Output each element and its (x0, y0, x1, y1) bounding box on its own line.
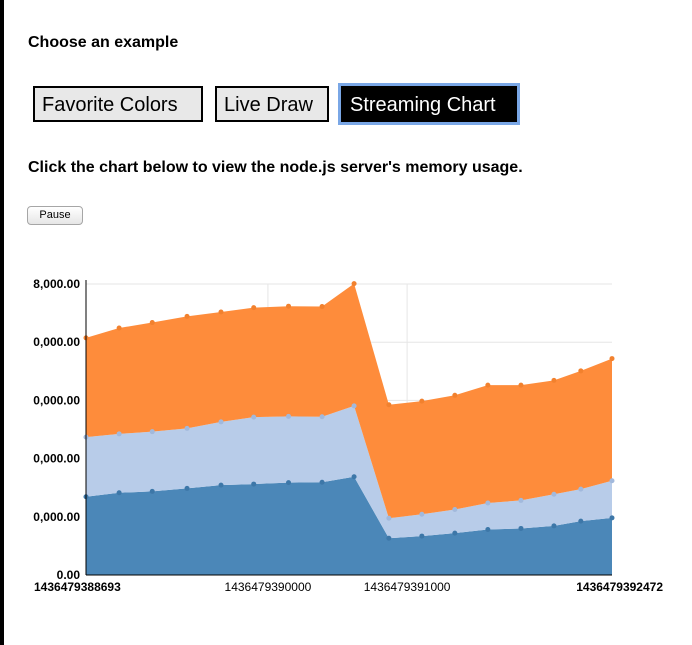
data-point (485, 527, 491, 533)
x-tick-label: 1436479392472 (576, 580, 663, 594)
instructions-text: Click the chart below to view the node.j… (28, 159, 523, 176)
data-point (319, 479, 325, 485)
data-point (149, 429, 155, 435)
data-point (351, 281, 357, 287)
data-point (286, 413, 292, 419)
data-point (116, 431, 122, 437)
data-point (386, 515, 392, 521)
data-point (452, 507, 458, 513)
data-point (184, 485, 190, 491)
data-point (518, 382, 524, 388)
data-point (351, 403, 357, 409)
y-axis-labels: 8,000.00 0,000.00 0,000.00 0,000.00 0,000.00… (33, 277, 80, 582)
data-point (351, 474, 357, 480)
chart-points (83, 281, 615, 541)
data-point (578, 368, 584, 374)
data-point (386, 535, 392, 541)
page-heading: Choose an example (28, 34, 179, 51)
x-axis-labels: 1436479388693 1436479390000 1436479391000 1… (34, 580, 663, 594)
data-point (609, 515, 615, 521)
data-point (609, 478, 615, 484)
data-point (286, 480, 292, 486)
x-tick-label: 1436479388693 (34, 580, 121, 594)
tab-live-draw[interactable]: Live Draw (215, 86, 329, 122)
data-point (184, 425, 190, 431)
data-point (518, 525, 524, 531)
data-point (452, 530, 458, 536)
data-point (218, 309, 224, 315)
data-point (184, 313, 190, 319)
data-point (319, 304, 325, 310)
y-tick-label: 0.00 (57, 568, 81, 582)
data-point (485, 500, 491, 506)
data-point (286, 303, 292, 309)
data-point (485, 382, 491, 388)
chart-areas (86, 283, 612, 575)
data-point (419, 533, 425, 539)
memory-usage-chart[interactable]: 8,000.00 0,000.00 0,000.00 0,000.00 0,000.00… (0, 270, 692, 620)
data-point (319, 414, 325, 420)
y-tick-label: 0,000.00 (33, 452, 80, 466)
chart-axes (85, 280, 612, 576)
data-point (578, 486, 584, 492)
data-point (251, 414, 257, 420)
data-point (251, 305, 257, 311)
data-point (116, 325, 122, 331)
y-tick-label: 8,000.00 (33, 277, 80, 291)
data-point (419, 511, 425, 517)
tab-streaming-chart[interactable]: Streaming Chart (338, 83, 520, 125)
data-point (452, 392, 458, 398)
data-point (419, 398, 425, 404)
y-tick-label: 0,000.00 (33, 335, 80, 349)
pause-button[interactable]: Pause (27, 206, 83, 225)
left-border (0, 0, 4, 645)
data-point (518, 497, 524, 503)
data-point (551, 523, 557, 529)
y-tick-label: 0,000.00 (33, 393, 80, 407)
data-point (578, 518, 584, 524)
data-point (386, 402, 392, 408)
x-tick-label: 1436479391000 (364, 580, 451, 594)
data-point (149, 488, 155, 494)
data-point (551, 377, 557, 383)
y-tick-label: 0,000.00 (33, 510, 80, 524)
data-point (218, 419, 224, 425)
data-point (609, 356, 615, 362)
data-point (551, 491, 557, 497)
x-tick-label: 1436479390000 (225, 580, 312, 594)
data-point (149, 320, 155, 326)
series-3-area (86, 283, 612, 519)
tab-favorite-colors[interactable]: Favorite Colors (33, 86, 203, 122)
data-point (251, 481, 257, 487)
series-2-area (86, 405, 612, 539)
data-point (116, 490, 122, 496)
series-1-area (86, 476, 612, 575)
data-point (218, 482, 224, 488)
